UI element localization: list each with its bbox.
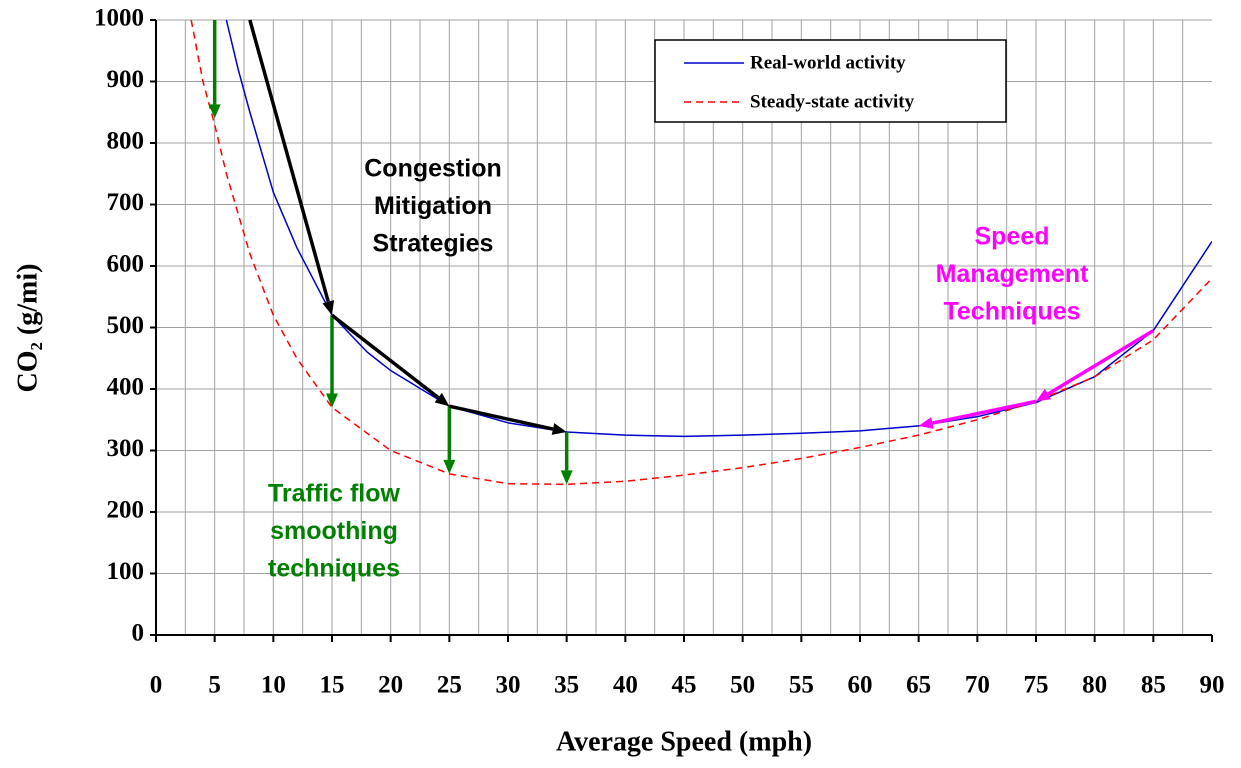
series-line bbox=[225, 20, 1212, 438]
x-tick-label: 80 bbox=[1082, 672, 1107, 699]
arrow-head bbox=[551, 423, 567, 435]
x-tick-label: 15 bbox=[320, 672, 345, 699]
y-tick-label: 300 bbox=[107, 435, 145, 462]
y-tick-label: 500 bbox=[107, 312, 145, 339]
annotation: techniques bbox=[268, 555, 400, 583]
x-tick-label: 70 bbox=[965, 672, 990, 699]
annotation: Strategies bbox=[373, 230, 494, 258]
x-tick-label: 55 bbox=[789, 672, 814, 699]
x-tick-label: 40 bbox=[613, 672, 638, 699]
x-axis-label: Average Speed (mph) bbox=[556, 726, 812, 757]
x-tick-label: 0 bbox=[150, 672, 163, 699]
x-tick-label: 45 bbox=[672, 672, 697, 699]
annotation: Traffic flow bbox=[268, 480, 401, 508]
legend-label: Real-world activity bbox=[750, 52, 906, 73]
series-line bbox=[190, 20, 1212, 486]
x-tick-label: 20 bbox=[378, 672, 403, 699]
x-tick-label: 65 bbox=[906, 672, 931, 699]
y-tick-label: 600 bbox=[107, 251, 145, 278]
x-tick-label: 90 bbox=[1200, 672, 1225, 699]
legend-label: Steady-state activity bbox=[750, 91, 915, 112]
y-tick-label: 700 bbox=[107, 189, 145, 216]
y-tick-label: 800 bbox=[107, 128, 145, 155]
x-tick-label: 10 bbox=[261, 672, 286, 699]
arrow-shaft bbox=[248, 19, 330, 303]
y-tick-label: 200 bbox=[107, 497, 145, 524]
annotation: Techniques bbox=[943, 298, 1080, 326]
annotation: Management bbox=[936, 260, 1089, 288]
annotation: Mitigation bbox=[374, 192, 492, 220]
y-tick-label: 900 bbox=[107, 66, 145, 93]
y-tick-label: 0 bbox=[132, 620, 145, 647]
arrow-head bbox=[443, 459, 456, 474]
x-tick-label: 50 bbox=[730, 672, 755, 699]
arrow-shaft bbox=[932, 399, 1037, 425]
x-tick-label: 25 bbox=[437, 672, 462, 699]
legend-box bbox=[654, 39, 1007, 123]
arrow-head bbox=[560, 470, 573, 485]
x-tick-label: 5 bbox=[208, 672, 221, 699]
arrow-head bbox=[322, 300, 335, 316]
x-tick-label: 75 bbox=[1024, 672, 1049, 699]
annotation: Congestion bbox=[364, 155, 502, 183]
x-tick-label: 30 bbox=[496, 672, 521, 699]
y-tick-label: 100 bbox=[107, 558, 145, 585]
arrow-head bbox=[326, 393, 338, 408]
arrow-shaft bbox=[1047, 329, 1155, 396]
x-tick-label: 85 bbox=[1141, 672, 1166, 699]
arrow-head bbox=[434, 392, 450, 407]
arrow-shaft bbox=[330, 313, 440, 400]
annotation: Speed bbox=[974, 223, 1049, 251]
arrow-head bbox=[208, 104, 221, 119]
x-tick-label: 35 bbox=[554, 672, 579, 699]
y-tick-label: 400 bbox=[107, 374, 145, 401]
y-tick-label: 1000 bbox=[94, 5, 144, 32]
annotation: smoothing bbox=[270, 517, 398, 545]
y-axis-label: CO₂ (g/mi) bbox=[12, 264, 43, 393]
x-tick-label: 60 bbox=[848, 672, 873, 699]
arrow-shaft bbox=[448, 404, 554, 431]
arrow-head bbox=[918, 417, 934, 429]
arrow-head bbox=[1036, 388, 1052, 402]
